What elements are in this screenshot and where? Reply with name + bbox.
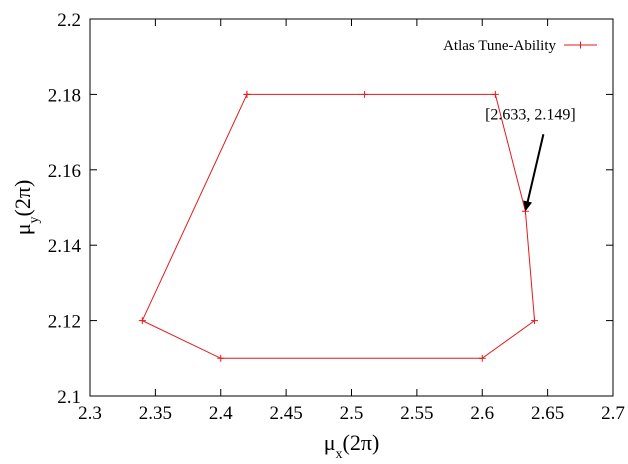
data-point-marker (138, 317, 146, 325)
x-axis-ticks: 2.3 2.35 2.4 2.45 2.5 2.55 2.6 2.65 2.7 (78, 19, 625, 424)
annotation-group: [2.633, 2.149] (485, 106, 576, 212)
axis-title-symbol: μ (324, 430, 336, 455)
annotation-arrow (524, 134, 545, 210)
x-tick-label: 2.45 (270, 403, 303, 424)
x-tick-label: 2.35 (139, 403, 172, 424)
legend: Atlas Tune-Ability (443, 38, 597, 54)
data-point-marker (491, 90, 499, 98)
x-tick-label: 2.5 (340, 403, 364, 424)
y-tick-label: 2.16 (48, 161, 81, 182)
series-group (138, 90, 539, 362)
axis-title-unit: (2π) (10, 180, 35, 217)
y-tick-label: 2.14 (48, 236, 82, 257)
legend-label: Atlas Tune-Ability (443, 38, 556, 54)
axis-title-subscript: x (336, 447, 343, 462)
data-point-marker (531, 317, 539, 325)
data-point-marker (361, 90, 369, 98)
axis-title-unit: (2π) (343, 430, 380, 455)
x-tick-label: 2.6 (470, 403, 494, 424)
y-tick-label: 2.2 (57, 10, 81, 31)
x-tick-label: 2.55 (400, 403, 433, 424)
y-tick-label: 2.1 (57, 387, 81, 408)
x-tick-label: 2.7 (601, 403, 625, 424)
plot-frame (89, 18, 614, 397)
axis-title-symbol: μ (10, 223, 35, 235)
data-point-marker (478, 354, 486, 362)
x-tick-label: 2.4 (209, 403, 233, 424)
y-tick-label: 2.18 (48, 85, 81, 106)
x-tick-label: 2.3 (78, 403, 102, 424)
data-point-marker (217, 354, 225, 362)
y-tick-label: 2.12 (48, 312, 81, 333)
annotation-label: [2.633, 2.149] (485, 106, 576, 123)
series-line (141, 93, 536, 359)
y-axis-ticks: 2.1 2.12 2.14 2.16 2.18 2.2 (48, 10, 613, 408)
y-axis-title: μy(2π) (10, 180, 42, 236)
x-axis-title: μx(2π) (324, 430, 380, 462)
data-point-marker (243, 90, 251, 98)
axis-title-subscript: y (27, 216, 42, 223)
x-tick-label: 2.65 (531, 403, 564, 424)
annotation-arrowhead (523, 200, 533, 212)
